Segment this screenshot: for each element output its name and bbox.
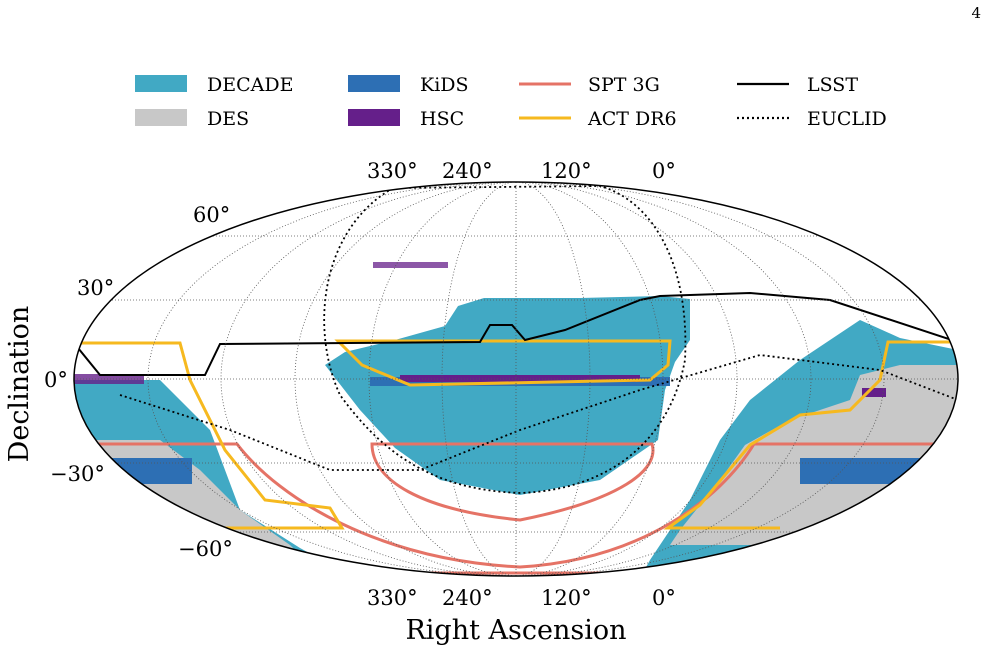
kids-south-west — [800, 458, 958, 484]
legend-label-euclid: EUCLID — [807, 108, 887, 130]
dec-tick-minus30: −30° — [50, 462, 105, 486]
legend-label-hsc: HSC — [420, 108, 464, 130]
legend-swatch-kids — [348, 75, 400, 92]
y-axis-title: Declination — [4, 306, 35, 463]
sky-boundary — [73, 181, 959, 577]
hsc-west — [862, 388, 886, 397]
graticule — [74, 182, 958, 576]
hsc-north — [373, 262, 448, 268]
dec-tick-minus60: −60° — [178, 537, 233, 561]
lsst-outline — [74, 291, 958, 376]
legend-label-des: DES — [207, 108, 249, 130]
ra-tick-bottom-0: 0° — [652, 586, 676, 610]
euclid-outline — [323, 185, 687, 494]
act-dr6-outline-west — [663, 340, 958, 530]
dec-tick-30: 30° — [77, 276, 114, 300]
ra-tick-top-120: 120° — [541, 159, 592, 183]
legend-swatch-des — [135, 109, 187, 126]
act-dr6-outline — [334, 339, 672, 387]
legend-label-spt3g: SPT 3G — [588, 74, 660, 96]
spt3g-outline-wide — [74, 442, 958, 569]
hsc-east — [74, 374, 144, 384]
dec-tick-0: 0° — [44, 368, 68, 392]
dec-tick-60: 60° — [193, 203, 230, 227]
ra-tick-bottom-330: 330° — [367, 586, 418, 610]
ra-tick-top-330: 330° — [367, 159, 418, 183]
ra-tick-bottom-240: 240° — [442, 586, 493, 610]
legend-label-act: ACT DR6 — [587, 108, 677, 130]
ra-tick-top-240: 240° — [442, 159, 493, 183]
ra-tick-bottom-120: 120° — [541, 586, 592, 610]
legend-swatch-decade — [135, 75, 187, 92]
act-dr6-outline-wide — [74, 341, 345, 530]
spt3g-outline — [370, 442, 655, 522]
x-axis-title: Right Ascension — [405, 615, 626, 646]
map-content — [74, 185, 958, 576]
legend: DECADE DES KiDS HSC SPT 3G ACT DR6 LSST … — [135, 74, 887, 130]
legend-label-lsst: LSST — [807, 74, 858, 96]
decade-footprint-east — [74, 380, 355, 576]
legend-swatch-hsc — [348, 109, 400, 126]
euclid-outline-ecliptic — [119, 354, 958, 471]
page-number: 4 — [971, 4, 981, 22]
legend-label-kids: KiDS — [420, 74, 469, 96]
ra-tick-top-0: 0° — [652, 159, 676, 183]
legend-label-decade: DECADE — [207, 74, 293, 96]
hsc-equatorial — [400, 375, 640, 382]
